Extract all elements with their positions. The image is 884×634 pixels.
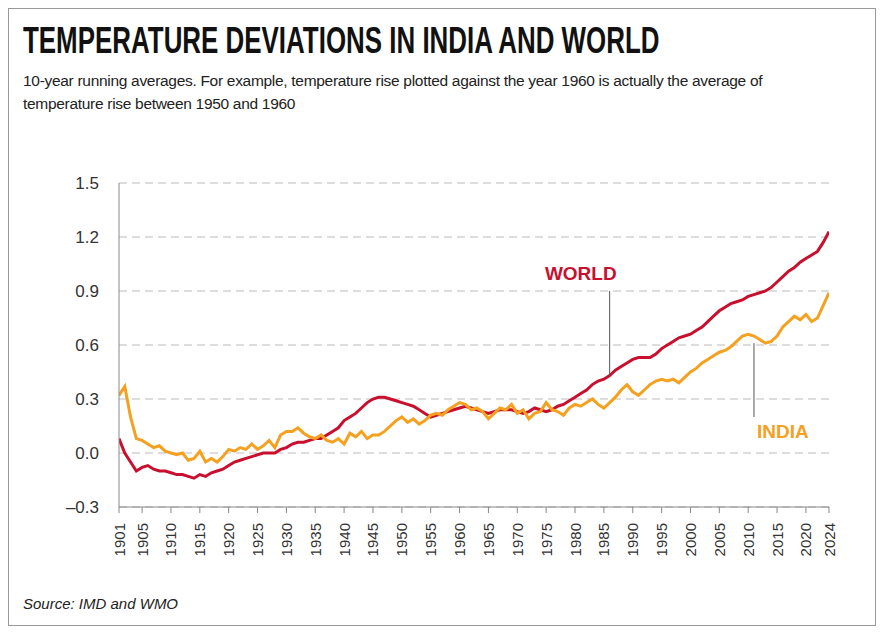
svg-text:1970: 1970 [509, 523, 526, 556]
svg-text:2020: 2020 [797, 523, 814, 556]
svg-text:0.9: 0.9 [75, 282, 99, 301]
svg-text:2015: 2015 [769, 523, 786, 556]
svg-text:2010: 2010 [740, 523, 757, 556]
svg-text:1955: 1955 [422, 523, 439, 556]
html-text:Source: IMD and WMO: Source: IMD and WMO [23, 595, 178, 612]
svg-text:1905: 1905 [134, 523, 151, 556]
svg-text:1995: 1995 [653, 523, 670, 556]
html-text:TEMPERATURE DEVIATIONS IN INDI: TEMPERATURE DEVIATIONS IN INDIA AND WORL… [23, 20, 660, 61]
svg-text:1965: 1965 [480, 523, 497, 556]
svg-text:2024: 2024 [821, 523, 838, 556]
svg-text:0.0: 0.0 [75, 444, 99, 463]
svg-text:2000: 2000 [682, 523, 699, 556]
svg-text:1940: 1940 [336, 523, 353, 556]
svg-text:1930: 1930 [278, 523, 295, 556]
svg-text:1980: 1980 [567, 523, 584, 556]
svg-text:1.2: 1.2 [75, 228, 99, 247]
html-text:10-year running averages. For: 10-year running averages. For example, t… [23, 72, 763, 112]
svg-text:1920: 1920 [220, 523, 237, 556]
svg-text:1950: 1950 [393, 523, 410, 556]
svg-text:WORLD: WORLD [545, 263, 617, 284]
svg-text:1901: 1901 [111, 523, 128, 556]
svg-text:0.6: 0.6 [75, 336, 99, 355]
svg-text:INDIA: INDIA [757, 421, 809, 442]
svg-text:1960: 1960 [451, 523, 468, 556]
svg-text:1915: 1915 [191, 523, 208, 556]
svg-text:1935: 1935 [307, 523, 324, 556]
svg-text:1985: 1985 [595, 523, 612, 556]
svg-text:1.5: 1.5 [75, 174, 99, 193]
svg-text:1945: 1945 [364, 523, 381, 556]
svg-text:1910: 1910 [162, 523, 179, 556]
svg-text:0.3: 0.3 [75, 390, 99, 409]
svg-text:–0.3: –0.3 [66, 498, 99, 517]
svg-text:1990: 1990 [624, 523, 641, 556]
svg-text:2005: 2005 [711, 523, 728, 556]
svg-text:1975: 1975 [538, 523, 555, 556]
svg-text:1925: 1925 [249, 523, 266, 556]
